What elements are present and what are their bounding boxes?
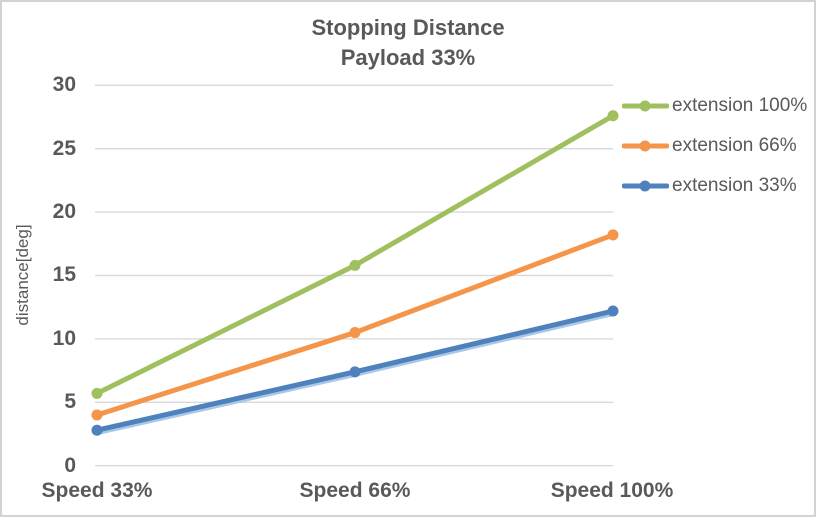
data-point-extension-66--1: [349, 327, 361, 339]
data-point-extension-33--1: [349, 366, 361, 378]
data-point-extension-100--1: [349, 259, 361, 271]
y-tick-0: 0: [64, 454, 76, 477]
data-point-extension-66--0: [91, 409, 103, 421]
legend-item-extension-100: extension 100%: [622, 86, 807, 126]
data-point-extension-100--2: [607, 110, 619, 122]
y-tick-15: 15: [52, 263, 76, 286]
legend: extension 100% extension 66% extension 3…: [622, 86, 807, 206]
data-point-extension-33--2: [607, 305, 619, 317]
chart-title-block: Stopping Distance Payload 33%: [2, 13, 814, 73]
x-label-speed-33: Speed 33%: [41, 479, 153, 502]
legend-marker-line-icon: [622, 100, 669, 112]
chart-title: Stopping Distance: [311, 15, 505, 40]
y-tick-5: 5: [64, 390, 76, 413]
y-tick-30: 30: [52, 73, 76, 96]
legend-item-extension-33: extension 33%: [622, 166, 807, 206]
series-line-extension-100-: [94, 113, 616, 396]
x-label-speed-100: Speed 100%: [550, 479, 674, 502]
legend-item-extension-66: extension 66%: [622, 126, 807, 166]
legend-marker-line-icon: [622, 180, 669, 192]
y-tick-25: 25: [52, 137, 76, 160]
y-tick-10: 10: [52, 327, 76, 350]
x-label-speed-66: Speed 66%: [299, 479, 411, 502]
y-tick-20: 20: [52, 200, 76, 223]
data-point-extension-100--0: [91, 387, 103, 399]
legend-label: extension 100%: [672, 95, 808, 116]
chart-subtitle: Payload 33%: [340, 45, 476, 70]
legend-marker-line-icon: [622, 140, 669, 152]
y-axis-title: distance[deg]: [13, 224, 32, 326]
legend-label: extension 66%: [672, 135, 797, 156]
data-point-extension-33--0: [91, 424, 103, 436]
data-point-extension-66--2: [607, 229, 619, 241]
legend-label: extension 33%: [672, 175, 797, 196]
